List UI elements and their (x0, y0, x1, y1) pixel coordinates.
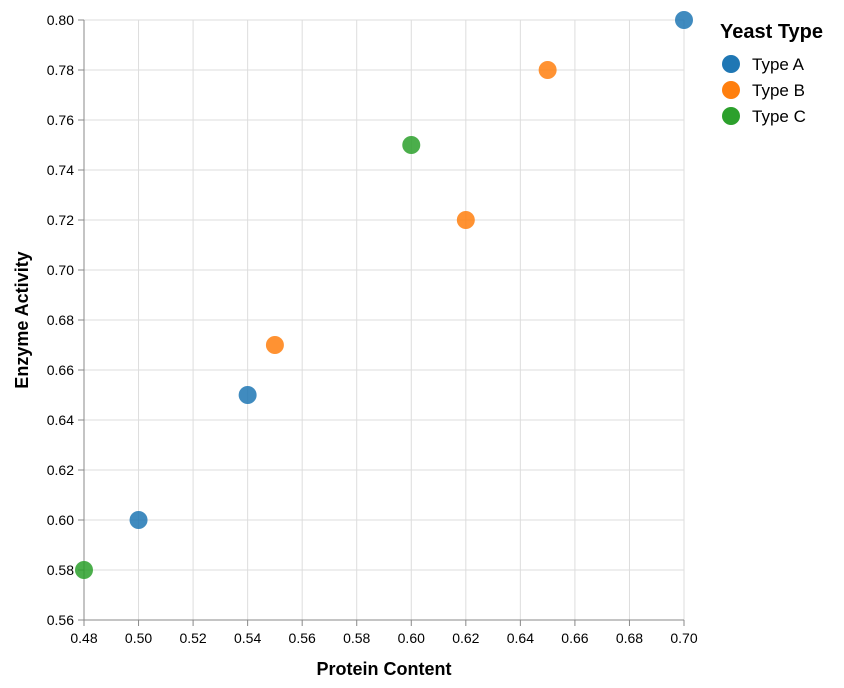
legend-swatch-type-c (722, 107, 740, 125)
y-axis-title: Enzyme Activity (12, 251, 32, 388)
legend: Yeast Type Type A Type B Type C (720, 21, 823, 126)
data-point-type-b (456, 211, 475, 229)
data-point-type-c (402, 136, 421, 154)
data-point-type-a (675, 11, 693, 29)
y-tick-label: 0.64 (47, 412, 74, 428)
legend-label: Type C (752, 107, 806, 126)
x-tick-label: 0.48 (70, 630, 97, 646)
x-tick-label: 0.52 (179, 630, 206, 646)
data-point-type-a (238, 386, 257, 404)
x-tick-label: 0.58 (343, 630, 370, 646)
data-point-type-c (75, 561, 93, 579)
legend-swatch-type-b (722, 81, 740, 99)
legend-label: Type A (752, 55, 805, 74)
y-tick-label: 0.56 (47, 612, 74, 628)
x-axis-title: Protein Content (317, 659, 452, 679)
y-tick-label: 0.72 (47, 212, 74, 228)
x-tick-label: 0.54 (234, 630, 261, 646)
x-tick-label: 0.64 (507, 630, 534, 646)
y-tick-label: 0.78 (47, 62, 74, 78)
x-tick-label: 0.68 (616, 630, 643, 646)
gridlines (83, 19, 685, 621)
y-tick-label: 0.62 (47, 462, 74, 478)
y-tick-label: 0.74 (47, 162, 74, 178)
data-point-type-b (538, 61, 557, 79)
y-tick-label: 0.60 (47, 512, 74, 528)
x-tick-label: 0.66 (561, 630, 588, 646)
y-tick-label: 0.80 (47, 12, 74, 28)
y-tick-label: 0.68 (47, 312, 74, 328)
y-tick-label: 0.76 (47, 112, 74, 128)
axes: 0.48 0.50 0.52 0.54 0.56 0.58 0.60 0.62 0.64 0.66… (47, 12, 698, 646)
data-points (75, 11, 693, 579)
x-tick-label: 0.50 (125, 630, 152, 646)
x-tick-label: 0.56 (289, 630, 316, 646)
y-tick-label: 0.58 (47, 562, 74, 578)
x-tick-label: 0.70 (670, 630, 697, 646)
y-tick-label: 0.70 (47, 262, 74, 278)
x-tick-label: 0.62 (452, 630, 479, 646)
legend-swatch-type-a (722, 55, 740, 73)
legend-title: Yeast Type (720, 21, 823, 43)
x-tick-label: 0.60 (398, 630, 425, 646)
data-point-type-a (129, 511, 148, 529)
y-tick-label: 0.66 (47, 362, 74, 378)
data-point-type-b (265, 336, 284, 354)
legend-label: Type B (752, 81, 805, 100)
